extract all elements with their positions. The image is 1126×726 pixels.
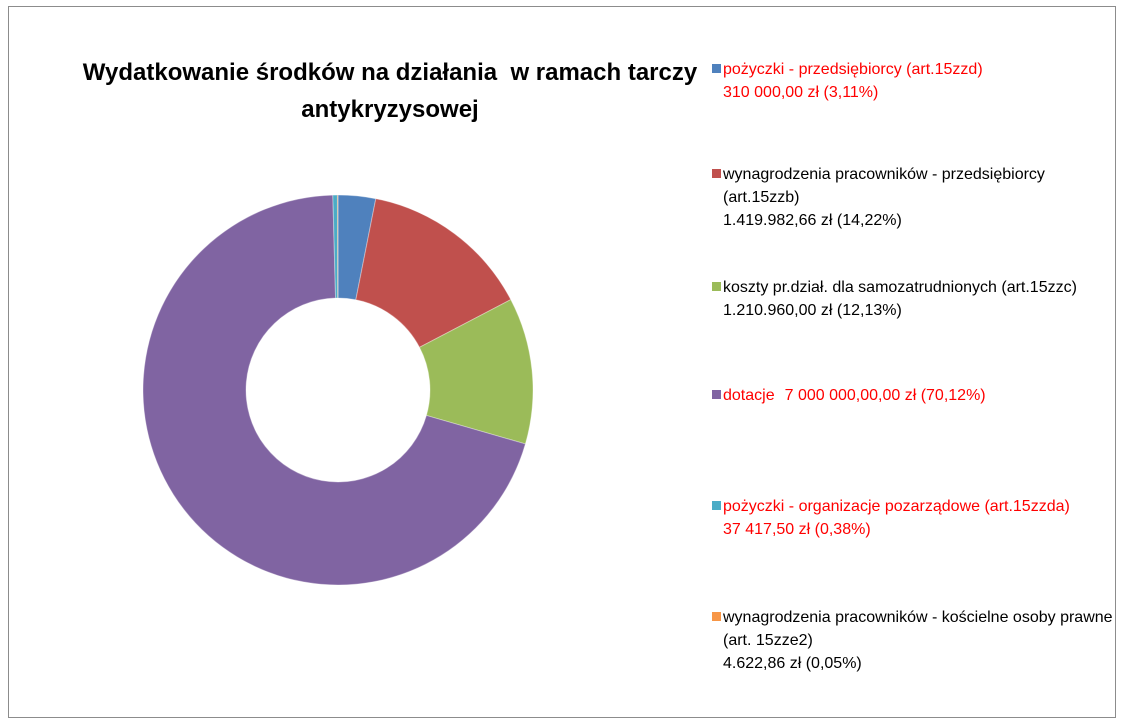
legend-label: koszty pr.dział. dla samozatrudnionych (… — [723, 279, 1077, 296]
chart-frame — [8, 6, 1116, 718]
donut-slice — [418, 298, 534, 445]
legend-marker — [712, 282, 721, 291]
donut-slice — [142, 194, 527, 586]
legend-marker — [712, 612, 721, 621]
legend-value-label: 1.419.982,66 zł (14,22%) — [723, 212, 902, 229]
legend-value-label: 1.210.960,00 zł (12,13%) — [723, 302, 902, 319]
legend-value-label: 37 417,50 zł (0,38%) — [723, 521, 871, 538]
legend-marker — [712, 390, 721, 399]
legend-entry: koszty pr.dział. dla samozatrudnionych (… — [712, 276, 1122, 322]
legend-label: pożyczki - organizacje pozarządowe (art.… — [723, 498, 1070, 515]
legend-value-label: 310 000,00 zł (3,11%) — [723, 84, 879, 101]
legend-entry: dotacje 7 000 000,00,00 zł (70,12%) — [712, 384, 1122, 407]
legend-label: pożyczki - przedsiębiorcy (art.15zzd) — [723, 61, 983, 78]
legend-label: dotacje — [723, 387, 775, 404]
donut-slice — [337, 194, 377, 301]
chart-title: Wydatkowanie środków na działania w rama… — [82, 59, 704, 123]
legend-entry: pożyczki - przedsiębiorcy (art.15zzd) 310… — [712, 58, 1122, 104]
legend-label: wynagrodzenia pracowników - kościelne os… — [723, 609, 1113, 649]
donut-slice — [336, 194, 339, 299]
legend-value-label: 7 000 000,00,00 zł (70,12%) — [784, 387, 986, 404]
legend-marker — [712, 501, 721, 510]
donut-slice — [355, 198, 512, 349]
legend-entry: pożyczki - organizacje pozarządowe (art.… — [712, 495, 1122, 541]
legend-entry: wynagrodzenia pracowników - przedsiębior… — [712, 163, 1122, 232]
legend-marker — [712, 169, 721, 178]
legend-value-label: 4.622,86 zł (0,05%) — [723, 655, 862, 672]
legend-entry: wynagrodzenia pracowników - kościelne os… — [712, 606, 1122, 675]
legend-marker — [712, 64, 721, 73]
legend-label: wynagrodzenia pracowników - przedsiębior… — [723, 166, 1045, 206]
donut-slice — [332, 194, 339, 299]
